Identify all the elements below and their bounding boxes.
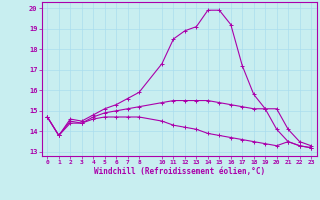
X-axis label: Windchill (Refroidissement éolien,°C): Windchill (Refroidissement éolien,°C) bbox=[94, 167, 265, 176]
